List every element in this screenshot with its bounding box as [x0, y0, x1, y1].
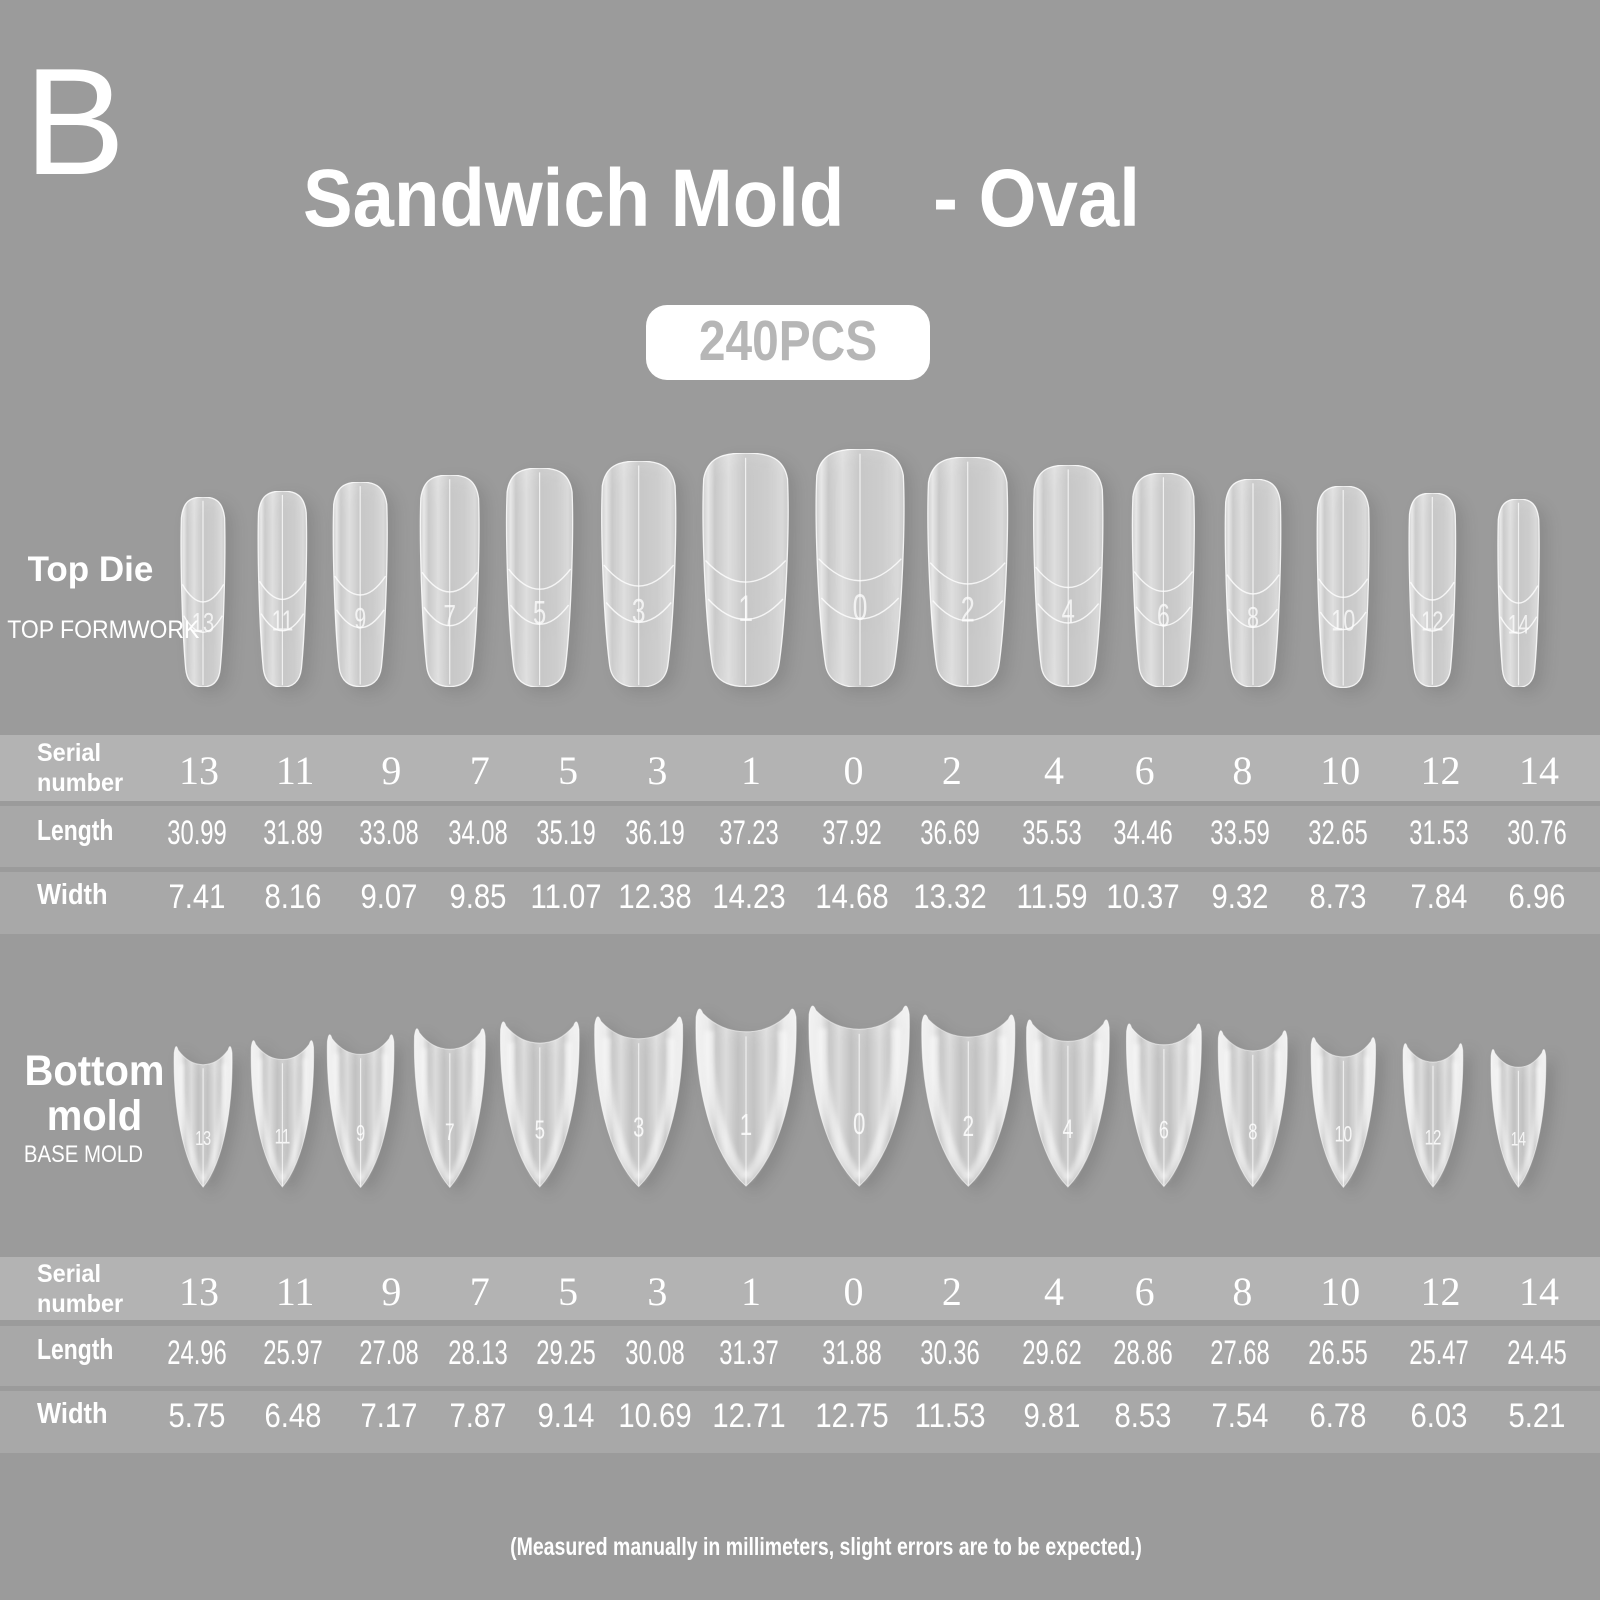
svg-text:1: 1 [739, 588, 754, 629]
svg-text:8: 8 [1247, 600, 1259, 634]
svg-text:13: 13 [195, 1127, 211, 1150]
svg-text:1: 1 [740, 1108, 752, 1142]
svg-text:5: 5 [533, 595, 546, 632]
svg-text:8: 8 [1248, 1120, 1257, 1145]
svg-text:12: 12 [1421, 607, 1443, 638]
svg-text:14: 14 [1507, 609, 1529, 639]
svg-text:9: 9 [354, 601, 366, 635]
svg-text:7: 7 [444, 599, 456, 633]
svg-text:5: 5 [535, 1114, 545, 1144]
svg-text:2: 2 [962, 1111, 974, 1143]
svg-text:7: 7 [445, 1119, 455, 1145]
svg-text:11: 11 [271, 605, 293, 637]
svg-text:4: 4 [1061, 594, 1074, 631]
svg-text:6: 6 [1158, 1116, 1168, 1145]
svg-text:9: 9 [356, 1121, 365, 1146]
svg-text:13: 13 [192, 608, 214, 639]
svg-text:4: 4 [1063, 1114, 1074, 1144]
svg-text:2: 2 [961, 590, 975, 629]
svg-text:3: 3 [633, 1112, 644, 1143]
svg-text:12: 12 [1424, 1125, 1441, 1149]
svg-text:0: 0 [852, 587, 867, 628]
svg-text:14: 14 [1510, 1129, 1525, 1151]
svg-text:11: 11 [274, 1124, 290, 1148]
svg-text:0: 0 [853, 1107, 865, 1141]
svg-text:6: 6 [1157, 598, 1170, 634]
svg-text:10: 10 [1335, 1123, 1353, 1147]
svg-text:10: 10 [1331, 602, 1355, 636]
svg-text:3: 3 [632, 592, 646, 630]
